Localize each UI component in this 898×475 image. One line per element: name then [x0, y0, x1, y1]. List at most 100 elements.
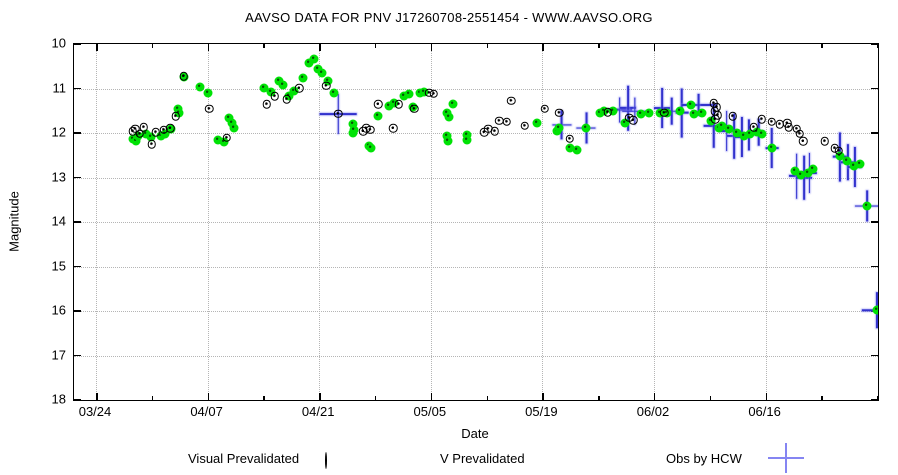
v-prevalidated-point [317, 68, 327, 78]
hcw-y-error-bar [618, 97, 621, 123]
x-tick [430, 393, 433, 400]
v-prevalidated-point [757, 129, 767, 139]
v-prevalidated-point [213, 135, 223, 145]
v-prevalidated-point [796, 170, 806, 180]
v-prevalidated-point [259, 83, 269, 93]
visual-prevalidated-point [728, 111, 738, 121]
visual-prevalidated-point [322, 81, 331, 91]
v-prevalidated-point [289, 86, 299, 96]
v-prevalidated-point [309, 54, 319, 64]
y-gridline [74, 355, 878, 357]
x-tick-labels: 03/24 04/07 04/21 05/05 05/19 06/02 06/16 [73, 404, 877, 422]
v-prevalidated-point [636, 109, 646, 119]
v-prevalidated-point [532, 118, 542, 128]
x-minor-tick [821, 396, 823, 400]
x-tick [765, 393, 768, 400]
v-prevalidated-point [842, 156, 852, 166]
x-minor-tick [709, 44, 712, 48]
y-tick [871, 44, 878, 45]
x-tick-label: 05/19 [525, 404, 558, 419]
visual-prevalidated-point [820, 136, 829, 146]
hcw-cross-icon [767, 443, 804, 473]
y-tick [74, 132, 81, 134]
v-prevalidated-point [835, 151, 845, 161]
v-prevalidated-point [849, 161, 859, 171]
x-tick-label: 05/05 [413, 404, 447, 419]
y-tick-label: 11 [52, 80, 67, 95]
visual-prevalidated-point [365, 125, 375, 135]
v-prevalidated-point [745, 129, 755, 139]
v-prevalidated-point [141, 129, 151, 139]
y-tick-label: 10 [51, 35, 66, 51]
v-prevalidated-point [581, 123, 591, 133]
x-tick-label: 03/24 [78, 404, 112, 419]
y-tick [74, 354, 81, 357]
chart-title: AAVSO DATA FOR PNV J17260708-2551454 - W… [245, 10, 653, 25]
y-gridline [74, 133, 878, 134]
x-tick-label: 04/21 [301, 404, 335, 419]
y-tick-label: 17 [51, 347, 66, 362]
v-prevalidated-point [399, 91, 409, 101]
v-prevalidated-point [862, 201, 872, 211]
visual-prevalidated-point [502, 117, 511, 127]
v-prevalidated-point [443, 136, 453, 146]
v-prevalidated-point [442, 131, 452, 141]
visual-prevalidated-point [165, 123, 175, 133]
v-prevalidated-point [415, 88, 425, 98]
v-prevalidated-point [304, 58, 314, 68]
x-tick [319, 44, 321, 51]
y-tick [871, 399, 878, 400]
y-tick [871, 176, 878, 179]
hcw-y-error-bar [661, 88, 663, 129]
visual-prevalidated-point [749, 122, 758, 132]
v-prevalidated-point [803, 168, 813, 178]
y-tick [74, 265, 81, 268]
y-tick-label: 13 [51, 169, 66, 184]
v-prevalidated-point [554, 123, 564, 133]
v-prevalidated-point [229, 123, 239, 133]
x-axis-label: Date [461, 426, 489, 441]
y-tick [74, 176, 81, 179]
visual-prevalidated-point [222, 133, 231, 143]
y-tick [74, 310, 81, 312]
visual-prevalidated-point [490, 126, 499, 136]
visual-prevalidated-point [389, 123, 398, 133]
v-prevalidated-point [689, 109, 699, 119]
y-tick [74, 399, 81, 400]
x-minor-tick [598, 396, 600, 400]
v-prevalidated-point [608, 106, 618, 116]
v-prevalidated-point [644, 108, 654, 118]
hcw-observation-point [788, 153, 805, 199]
x-gridline [542, 44, 544, 400]
y-gridline [74, 222, 878, 223]
hcw-x-error-bar [862, 309, 878, 312]
x-minor-tick [486, 396, 489, 400]
visual-prevalidated-point [394, 99, 404, 109]
visual-prevalidated-point [429, 89, 439, 99]
x-tick [653, 44, 656, 51]
v-prevalidated-point [224, 113, 234, 123]
plot-area [73, 43, 879, 401]
y-tick-label: 16 [51, 302, 66, 318]
visual-prevalidated-point [554, 108, 564, 118]
visual-prevalidated-point [171, 111, 180, 121]
x-tick-label: 06/16 [748, 404, 781, 419]
v-prevalidated-point [389, 98, 399, 108]
y-tick-label: 18 [51, 391, 66, 407]
visual-prevalidated-point [295, 83, 304, 93]
legend-item-obs-by-hcw: Obs by HCW [666, 443, 804, 473]
v-prevalidated-point [724, 124, 734, 134]
x-gridline [96, 44, 97, 400]
hcw-y-error-bar [627, 85, 630, 131]
v-prevalidated-point [462, 135, 472, 145]
v-prevalidated-point [855, 159, 865, 169]
y-tick-labels: 10 11 12 13 14 15 16 17 18 [24, 36, 67, 407]
v-prevalidated-point [675, 106, 684, 116]
y-gridline [74, 311, 878, 312]
v-prevalidated-point [732, 128, 742, 138]
v-prevalidated-point [323, 76, 333, 86]
visual-prevalidated-point [334, 109, 343, 119]
hcw-y-error-bar [795, 153, 798, 199]
visual-prevalidated-point [204, 104, 214, 114]
